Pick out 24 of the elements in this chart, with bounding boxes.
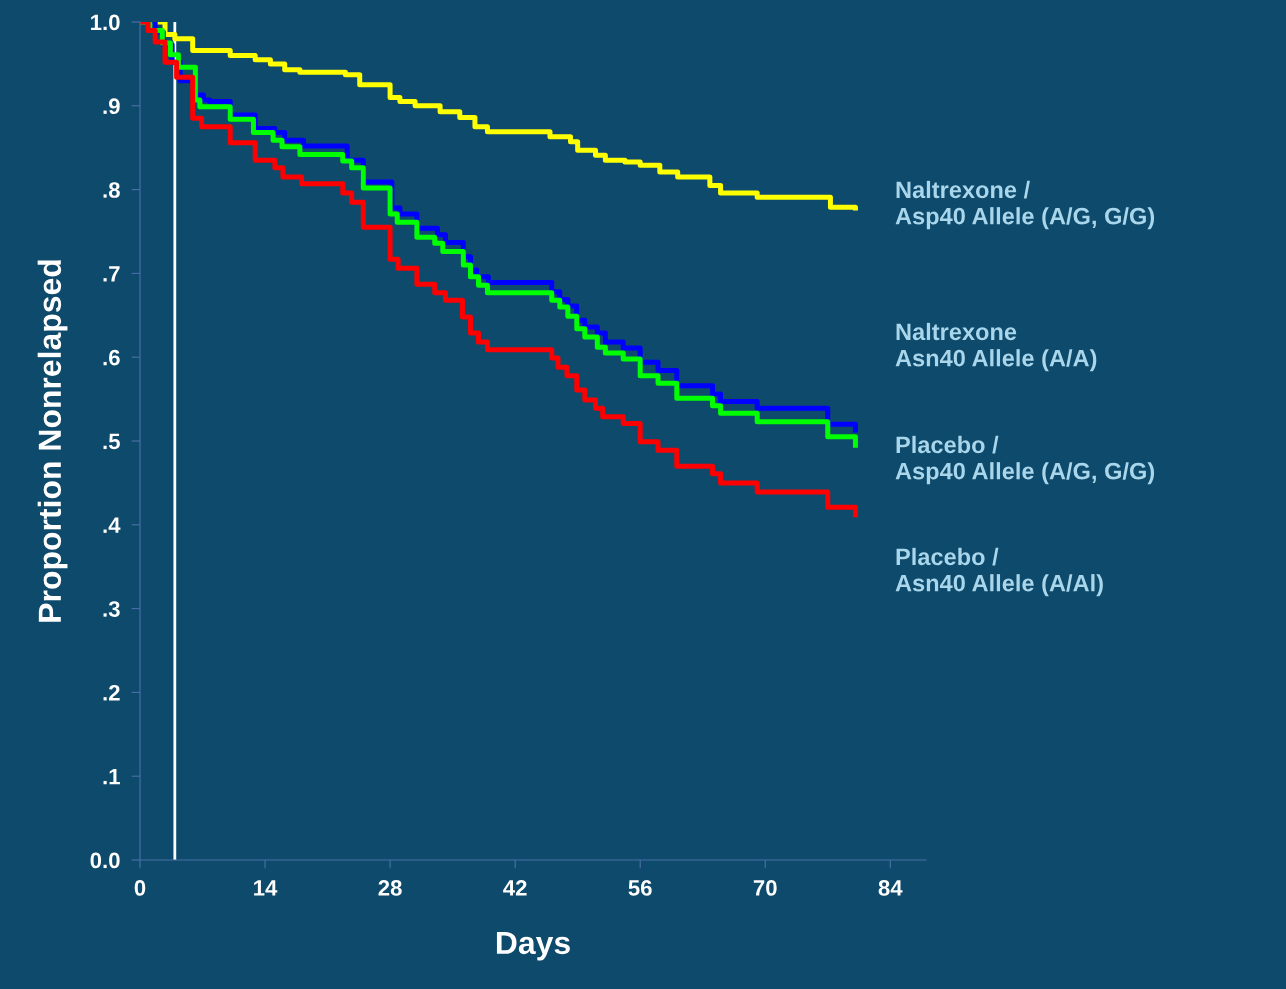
y-tick-label: .9 <box>103 98 120 115</box>
y-tick-label: .2 <box>103 684 120 701</box>
y-tick-label: .8 <box>103 182 120 198</box>
x-tick-label: 56 <box>628 880 652 896</box>
series-label: Placebo / Asp40 Allele (A/G, G/G) <box>895 435 1155 485</box>
y-tick-label: 1.0 <box>91 14 120 31</box>
x-tick-label: 70 <box>753 880 777 896</box>
y-tick-label: 0.0 <box>90 852 120 869</box>
text: Placebo / Asn40 Allele (A/Al) <box>895 547 1103 597</box>
y-tick-label: .3 <box>103 601 120 617</box>
x-tick-label: 0 <box>134 880 146 896</box>
x-axis-title: Days <box>496 931 570 961</box>
x-tick-label: 28 <box>378 880 402 896</box>
x-tick-label: 14 <box>254 880 278 896</box>
x-tick-label: 42 <box>503 880 527 896</box>
y-tick-label: .1 <box>103 768 120 785</box>
text: Naltrexone Asn40 Allele (A/A) <box>895 322 1097 372</box>
y-tick-label: .6 <box>103 349 120 366</box>
series-label: Naltrexone / Asp40 Allele (A/G, G/G) <box>895 180 1155 230</box>
y-tick-label: .4 <box>103 517 121 533</box>
y-tick-label: .5 <box>103 433 120 450</box>
y-axis-title: Proportion Nonrelapsed <box>37 260 68 622</box>
y-tick-label: .7 <box>103 266 120 282</box>
x-tick-label: 84 <box>878 880 903 896</box>
